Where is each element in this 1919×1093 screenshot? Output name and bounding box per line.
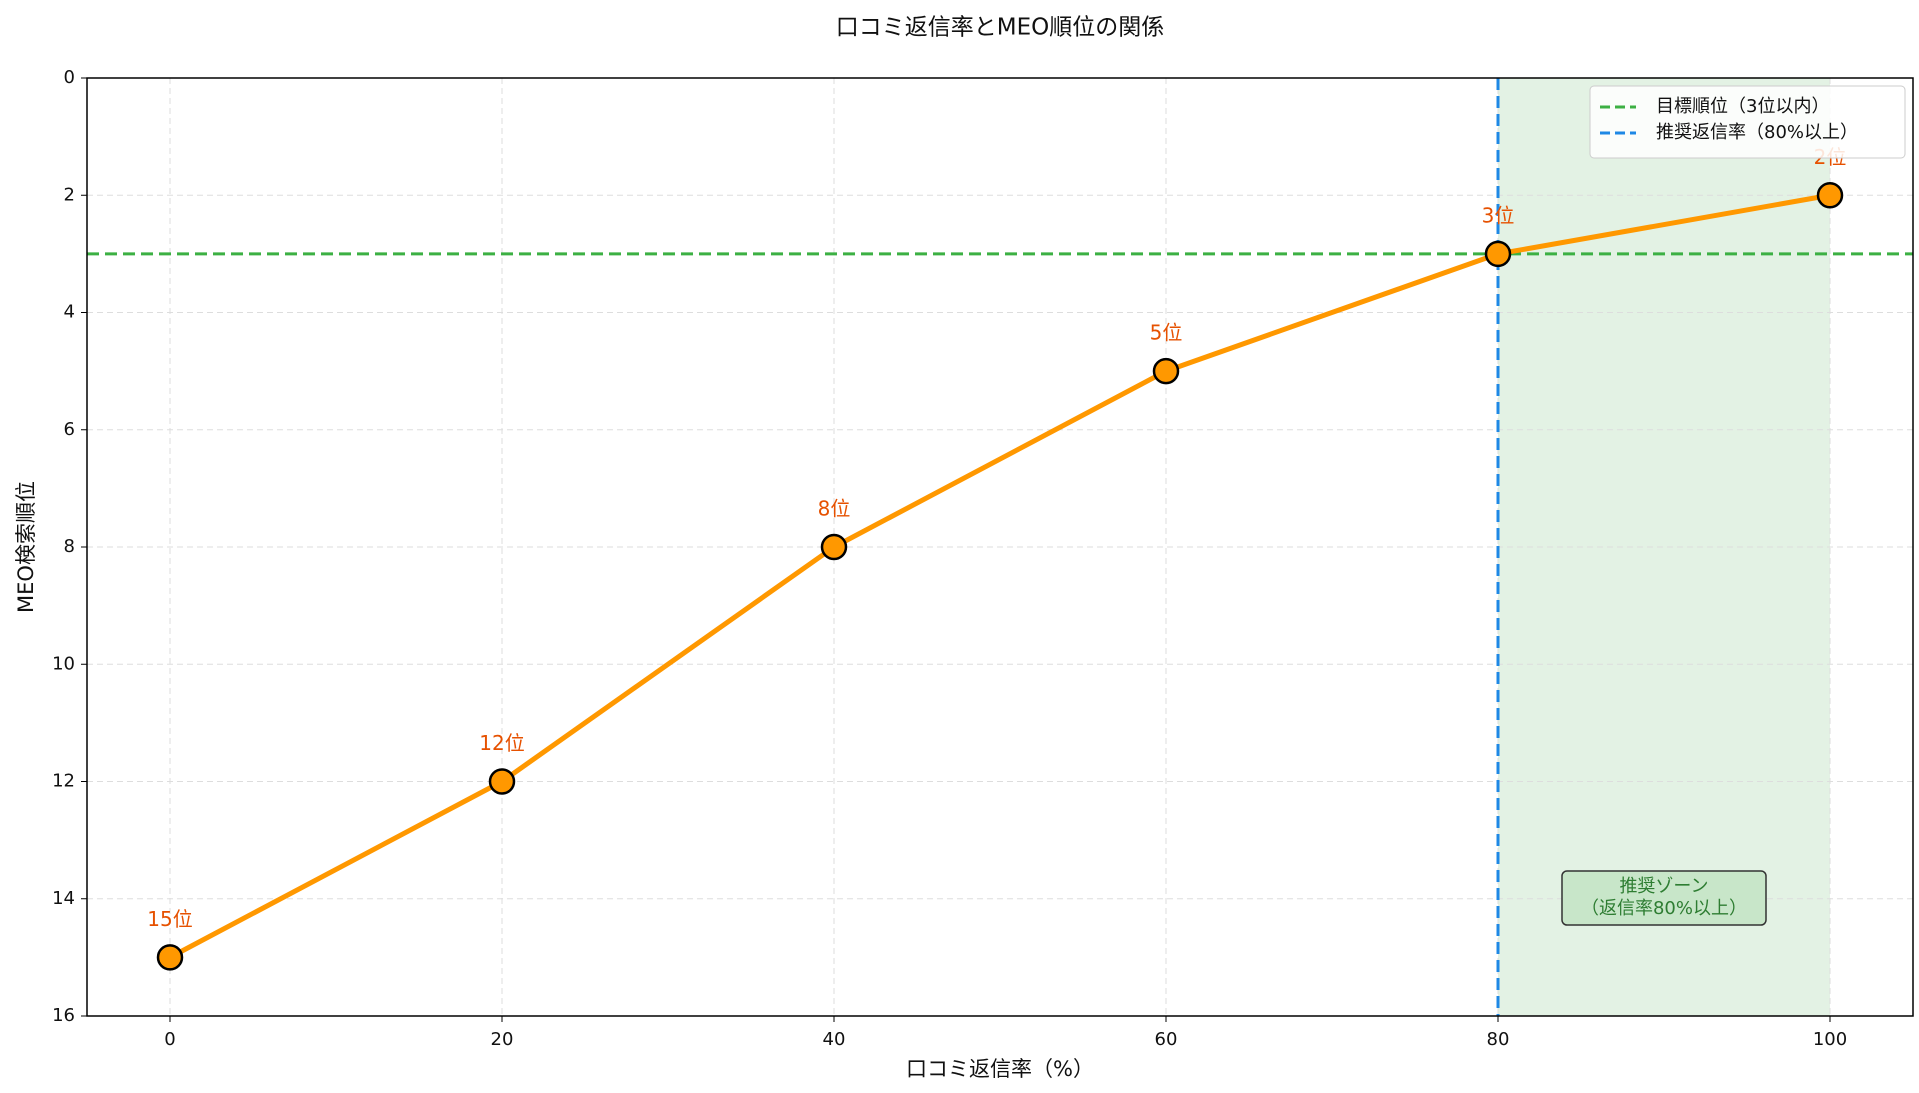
annotation-box [1561, 870, 1767, 926]
data-point [1152, 357, 1180, 385]
data-point [488, 768, 516, 795]
data-label: 8位 [818, 497, 851, 521]
x-axis-label: 口コミ返信率（%） [906, 1057, 1094, 1081]
y-tick-label: 2 [64, 184, 75, 205]
y-tick-label: 12 [52, 771, 75, 792]
x-tick-label: 80 [1487, 1029, 1510, 1050]
data-point [820, 533, 848, 561]
y-tick-label: 16 [52, 1005, 75, 1026]
y-tick-label: 8 [64, 536, 75, 557]
annotation-text: （返信率80%以上） [1581, 898, 1747, 919]
y-tick-label: 4 [64, 302, 75, 323]
series-line [168, 192, 1831, 960]
data-label: 5位 [1150, 321, 1183, 345]
annotation-text: 推奨ゾーン [1619, 876, 1708, 897]
x-tick-label: 100 [1813, 1029, 1847, 1050]
data-point [1484, 240, 1512, 268]
legend-box [1589, 85, 1906, 159]
legend-label: 目標順位（3位以内） [1656, 96, 1829, 117]
x-tick-label: 0 [164, 1029, 175, 1050]
y-axis-label: MEO検索順位 [14, 481, 38, 613]
x-tick-label: 60 [1155, 1029, 1178, 1050]
data-label: 12位 [479, 731, 524, 755]
data-point [156, 944, 184, 971]
recommended-zone [1498, 78, 1830, 1016]
y-tick-label: 6 [64, 419, 75, 440]
data-label: 15位 [147, 907, 192, 931]
y-tick-label: 10 [52, 653, 75, 674]
legend-label: 推奨返信率（80%以上） [1656, 122, 1858, 143]
x-tick-label: 20 [491, 1029, 514, 1050]
data-point [1816, 182, 1844, 209]
plot-frame [86, 77, 1914, 1017]
y-tick-label: 14 [52, 888, 75, 909]
chart-title: 口コミ返信率とMEO順位の関係 [836, 15, 1164, 41]
data-label: 3位 [1482, 203, 1515, 227]
x-tick-label: 40 [823, 1029, 846, 1050]
y-tick-label: 0 [64, 67, 75, 88]
